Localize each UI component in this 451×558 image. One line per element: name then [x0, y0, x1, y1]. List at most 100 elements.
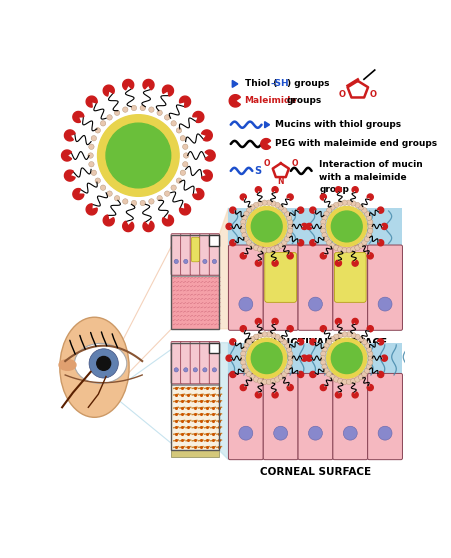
Circle shape [176, 128, 182, 133]
Circle shape [364, 236, 370, 242]
Circle shape [337, 333, 343, 338]
FancyBboxPatch shape [209, 341, 220, 384]
Circle shape [330, 374, 335, 380]
Text: groups: groups [286, 97, 322, 105]
FancyBboxPatch shape [229, 208, 402, 247]
Circle shape [123, 199, 128, 204]
Wedge shape [255, 392, 262, 398]
Circle shape [346, 331, 352, 337]
Circle shape [350, 378, 356, 384]
Circle shape [337, 378, 343, 384]
FancyBboxPatch shape [180, 234, 191, 275]
Circle shape [246, 372, 252, 377]
Wedge shape [367, 194, 373, 200]
Circle shape [89, 144, 94, 150]
Circle shape [278, 336, 284, 342]
Wedge shape [310, 240, 316, 246]
Circle shape [287, 228, 293, 233]
Text: Thiol (: Thiol ( [244, 79, 277, 88]
Circle shape [355, 377, 360, 382]
Wedge shape [336, 187, 341, 193]
Circle shape [266, 331, 272, 337]
Circle shape [157, 110, 162, 116]
Circle shape [321, 351, 326, 357]
FancyBboxPatch shape [171, 234, 181, 275]
Circle shape [180, 170, 185, 175]
Circle shape [330, 205, 335, 210]
FancyBboxPatch shape [265, 252, 296, 302]
Circle shape [171, 121, 176, 126]
Circle shape [288, 355, 293, 361]
Circle shape [308, 426, 322, 440]
Circle shape [240, 228, 246, 233]
Circle shape [174, 259, 178, 263]
Circle shape [284, 343, 290, 348]
Circle shape [342, 331, 347, 337]
Circle shape [240, 355, 245, 361]
Circle shape [253, 245, 259, 251]
Circle shape [171, 185, 176, 190]
Text: Mucins with thiol groups: Mucins with thiol groups [276, 120, 401, 129]
Circle shape [322, 347, 327, 352]
Circle shape [180, 136, 185, 141]
Text: Interaction of mucin
with a maleimide
group: Interaction of mucin with a maleimide gr… [319, 160, 423, 194]
Circle shape [284, 236, 290, 242]
Circle shape [368, 224, 373, 229]
Circle shape [333, 245, 339, 251]
Circle shape [140, 200, 146, 206]
Circle shape [247, 206, 287, 247]
Circle shape [327, 372, 332, 377]
FancyBboxPatch shape [171, 386, 219, 450]
Circle shape [359, 336, 364, 342]
Circle shape [350, 333, 356, 338]
Circle shape [271, 333, 276, 338]
Wedge shape [255, 187, 262, 193]
FancyBboxPatch shape [334, 252, 366, 302]
Wedge shape [193, 189, 204, 200]
Wedge shape [123, 79, 133, 90]
Circle shape [362, 372, 367, 377]
Wedge shape [255, 260, 262, 266]
Ellipse shape [60, 317, 129, 417]
Wedge shape [240, 384, 246, 391]
Circle shape [359, 374, 364, 380]
Wedge shape [179, 204, 191, 215]
Circle shape [333, 334, 339, 339]
Circle shape [355, 203, 360, 208]
Wedge shape [377, 240, 384, 246]
FancyBboxPatch shape [333, 373, 368, 460]
Wedge shape [240, 253, 246, 259]
FancyBboxPatch shape [209, 343, 219, 353]
Circle shape [91, 170, 97, 175]
Wedge shape [64, 170, 75, 181]
Circle shape [258, 378, 263, 384]
Circle shape [246, 339, 252, 345]
Wedge shape [320, 194, 327, 200]
Circle shape [101, 121, 106, 126]
Circle shape [337, 201, 343, 206]
Circle shape [284, 211, 290, 217]
Circle shape [250, 243, 255, 248]
Wedge shape [336, 260, 341, 266]
Wedge shape [352, 260, 358, 266]
Text: Maleimide: Maleimide [244, 97, 297, 105]
Text: S: S [254, 166, 261, 176]
Circle shape [337, 247, 343, 252]
Wedge shape [143, 221, 154, 232]
FancyBboxPatch shape [333, 245, 368, 330]
Circle shape [212, 259, 216, 263]
Wedge shape [73, 189, 84, 200]
Circle shape [282, 372, 287, 377]
Circle shape [89, 162, 94, 167]
Wedge shape [382, 223, 387, 229]
Circle shape [184, 259, 188, 263]
Circle shape [274, 426, 288, 440]
Circle shape [253, 377, 259, 382]
Circle shape [355, 245, 360, 251]
Circle shape [262, 200, 267, 205]
Circle shape [366, 364, 372, 369]
Text: N: N [277, 177, 284, 186]
Wedge shape [310, 207, 316, 213]
Wedge shape [205, 150, 215, 161]
Circle shape [350, 247, 356, 252]
